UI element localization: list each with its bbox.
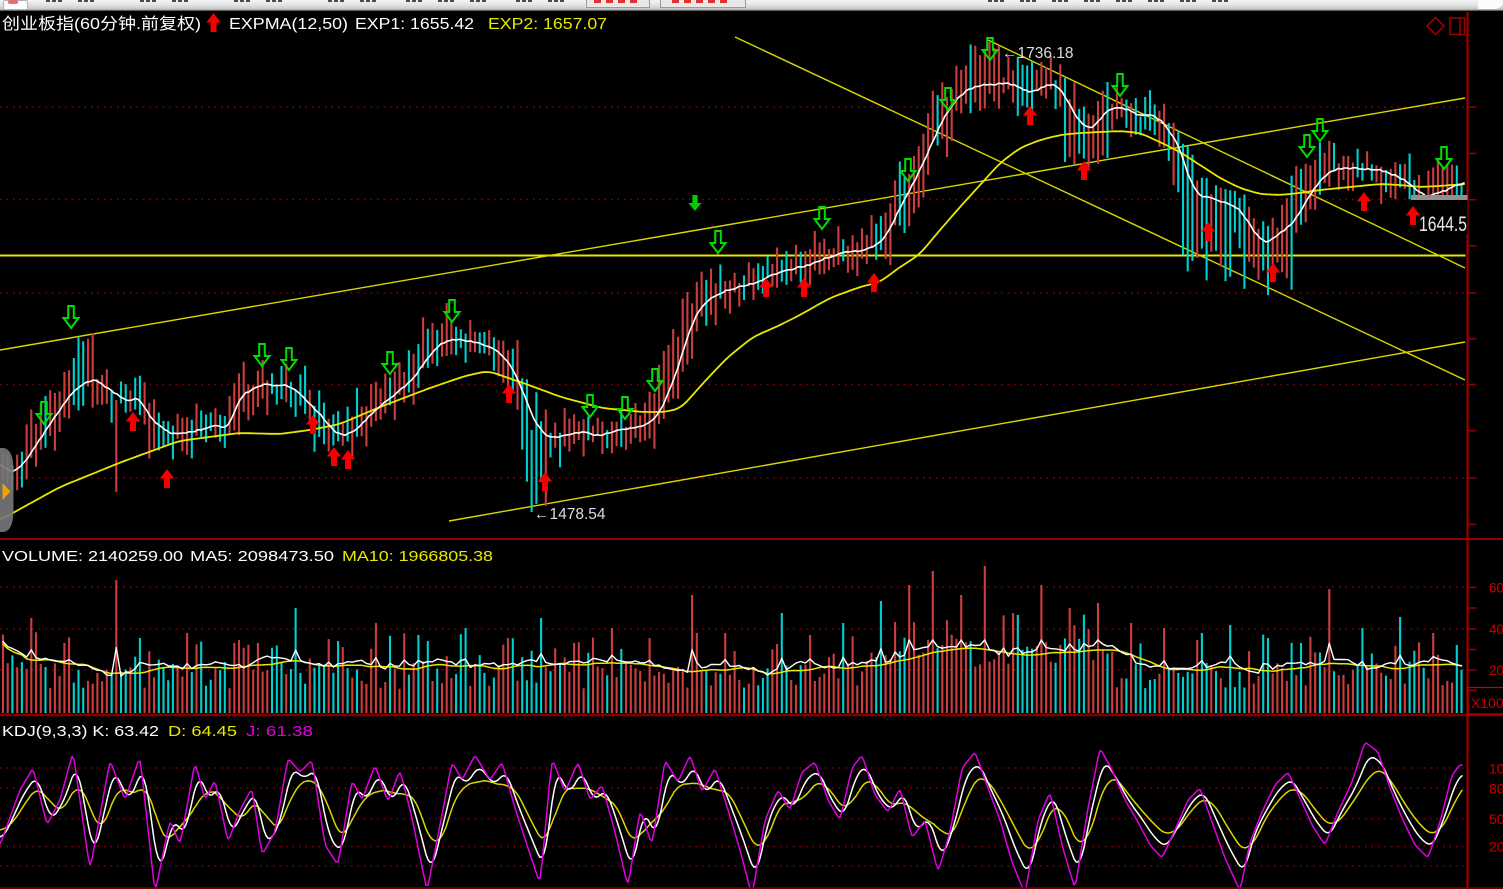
svg-text:J: 61.38: J: 61.38: [246, 723, 313, 740]
svg-text:200: 200: [1489, 663, 1503, 678]
svg-text:600: 600: [1489, 581, 1503, 596]
svg-text:←1736.18: ←1736.18: [1002, 45, 1074, 62]
svg-text:EXP1: 1655.42: EXP1: 1655.42: [355, 16, 474, 33]
svg-text:100: 100: [1489, 761, 1503, 777]
svg-text:创业板指(60分钟.前复权): 创业板指(60分钟.前复权): [2, 15, 201, 33]
svg-text:1644.5: 1644.5: [1419, 213, 1467, 236]
svg-text:KDJ(9,3,3) K: 63.42: KDJ(9,3,3) K: 63.42: [2, 723, 159, 740]
svg-text:EXP2: 1657.07: EXP2: 1657.07: [488, 16, 607, 33]
svg-text:EXPMA(12,50): EXPMA(12,50): [229, 16, 348, 33]
svg-text:VOLUME: 2140259.00: VOLUME: 2140259.00: [2, 548, 183, 565]
svg-text:20: 20: [1489, 839, 1503, 855]
svg-text:X1000: X1000: [1471, 695, 1503, 711]
svg-text:80: 80: [1489, 781, 1503, 797]
svg-text:MA5: 2098473.50: MA5: 2098473.50: [190, 548, 334, 565]
svg-text:400: 400: [1489, 622, 1503, 637]
svg-text:←1478.54: ←1478.54: [534, 506, 606, 523]
svg-text:50: 50: [1489, 811, 1503, 827]
svg-text:D: 64.45: D: 64.45: [168, 723, 237, 740]
svg-text:MA10: 1966805.38: MA10: 1966805.38: [342, 548, 493, 565]
